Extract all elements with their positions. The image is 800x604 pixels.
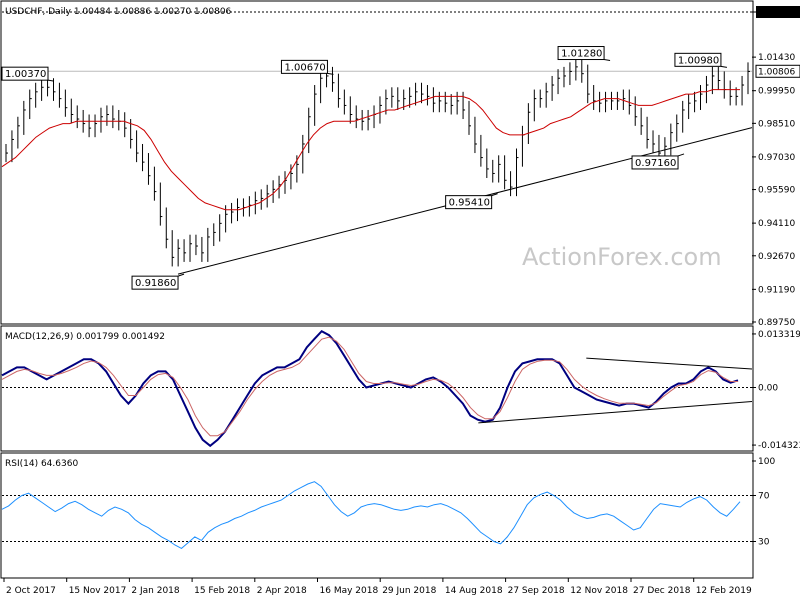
rsi-panel-frame [0, 452, 754, 579]
price-tick-label: 1.03420 [758, 8, 795, 18]
price-tick-label: 0.94110 [758, 219, 795, 229]
signal-line [1, 336, 738, 437]
date-tick-label: 2 Oct 2017 [6, 586, 56, 596]
current-price-label: 1.00806 [758, 67, 795, 77]
price-tick-label: 0.92670 [758, 252, 795, 262]
top-price-box [756, 6, 800, 18]
watermark-text: ActionForex.com [522, 243, 722, 271]
price-annotation-box [631, 155, 679, 170]
price-annotation-box [1, 66, 49, 81]
price-tick-label: 0.98510 [758, 119, 795, 129]
date-axis: 2 Oct 2017 15 Nov 2017 2 Jan 2018 15 Feb 20… [3, 578, 752, 596]
rsi-gridlines [2, 495, 752, 542]
date-tick-label: 2 Apr 2018 [257, 586, 307, 596]
price-gridlines [2, 11, 752, 72]
price-annotation-label: 0.95410 [449, 198, 490, 209]
date-tick-label: 12 Feb 2019 [696, 586, 752, 596]
price-annotation-label: 0.91860 [135, 278, 176, 289]
macd-title: MACD(12,26,9) 0.001799 0.001492 [5, 332, 165, 342]
price-tick-label: 0.91190 [758, 285, 795, 295]
price-tick-label: 0.95590 [758, 186, 795, 196]
price-annotation-label: 1.00370 [5, 69, 46, 80]
macd-trendline [478, 401, 753, 424]
current-price-box [755, 64, 800, 78]
date-tick-label: 27 Sep 2018 [508, 586, 565, 596]
price-tick-label: 0.99950 [758, 87, 795, 97]
date-tick-label: 16 May 2018 [320, 586, 379, 596]
macd-trendline [586, 357, 753, 370]
date-tick-label: 12 Nov 2018 [570, 586, 628, 596]
price-annotation-box [557, 46, 605, 61]
price-annotation-label: 1.00980 [678, 55, 719, 66]
price-axis-ticks: 1.03420 1.01430 0.99950 0.98510 0.97030 0.955… [752, 6, 800, 328]
date-tick-label: 27 Dec 2018 [633, 586, 691, 596]
rsi-lines [1, 481, 741, 549]
price-annotation-box [131, 275, 179, 290]
rsi-title: RSI(14) 64.6360 [5, 459, 78, 469]
rsi-line [1, 481, 741, 549]
price-annotation-box [674, 52, 722, 67]
price-annotation-label: 0.97160 [635, 158, 676, 169]
rsi-axis-ticks: 100 70 30 [752, 457, 775, 548]
price-tick-label: 1.01430 [758, 53, 795, 63]
macd-tick-label: 0.00 [758, 383, 778, 393]
price-tick-label: 0.97030 [758, 153, 795, 163]
macd-axis-ticks: 0.013319 0.00 -0.014323 [752, 330, 800, 451]
sma-line [1, 89, 740, 211]
price-annotations: 1.00370 0.91860 1.00670 0.95410 1.01280 0.971… [1, 46, 728, 290]
price-annotation-pointer [491, 193, 498, 197]
price-annotation-label: 1.01280 [561, 49, 602, 60]
date-tick-label: 14 Aug 2018 [445, 586, 503, 596]
price-tick-label: 0.89750 [758, 318, 795, 328]
price-annotation-pointer [177, 273, 185, 277]
rsi-tick-label: 30 [758, 538, 770, 548]
price-annotation-box [280, 59, 328, 74]
rsi-tick-label: 70 [758, 492, 770, 502]
date-tick-label: 29 Jun 2018 [382, 586, 436, 596]
price-annotation-pointer [327, 72, 334, 75]
price-annotation-pointer [720, 65, 728, 68]
macd-tick-label: -0.014323 [758, 441, 800, 451]
price-panel-frame [0, 0, 754, 325]
price-bars [5, 57, 750, 267]
macd-lines [1, 329, 753, 448]
macd-line [1, 329, 739, 448]
macd-tick-label: 0.013319 [758, 330, 800, 340]
macd-panel-frame [0, 325, 754, 452]
date-tick-label: 2 Jan 2018 [131, 586, 179, 596]
price-annotation-pointer [47, 79, 55, 82]
price-annotation-pointer [677, 153, 685, 157]
price-annotation-box [445, 195, 493, 210]
sma-path [1, 89, 740, 211]
price-annotation-pointer [603, 59, 611, 62]
rsi-tick-label: 100 [758, 457, 775, 467]
date-tick-label: 15 Feb 2018 [194, 586, 250, 596]
price-annotation-label: 1.00670 [284, 62, 325, 73]
date-tick-label: 15 Nov 2017 [69, 586, 127, 596]
